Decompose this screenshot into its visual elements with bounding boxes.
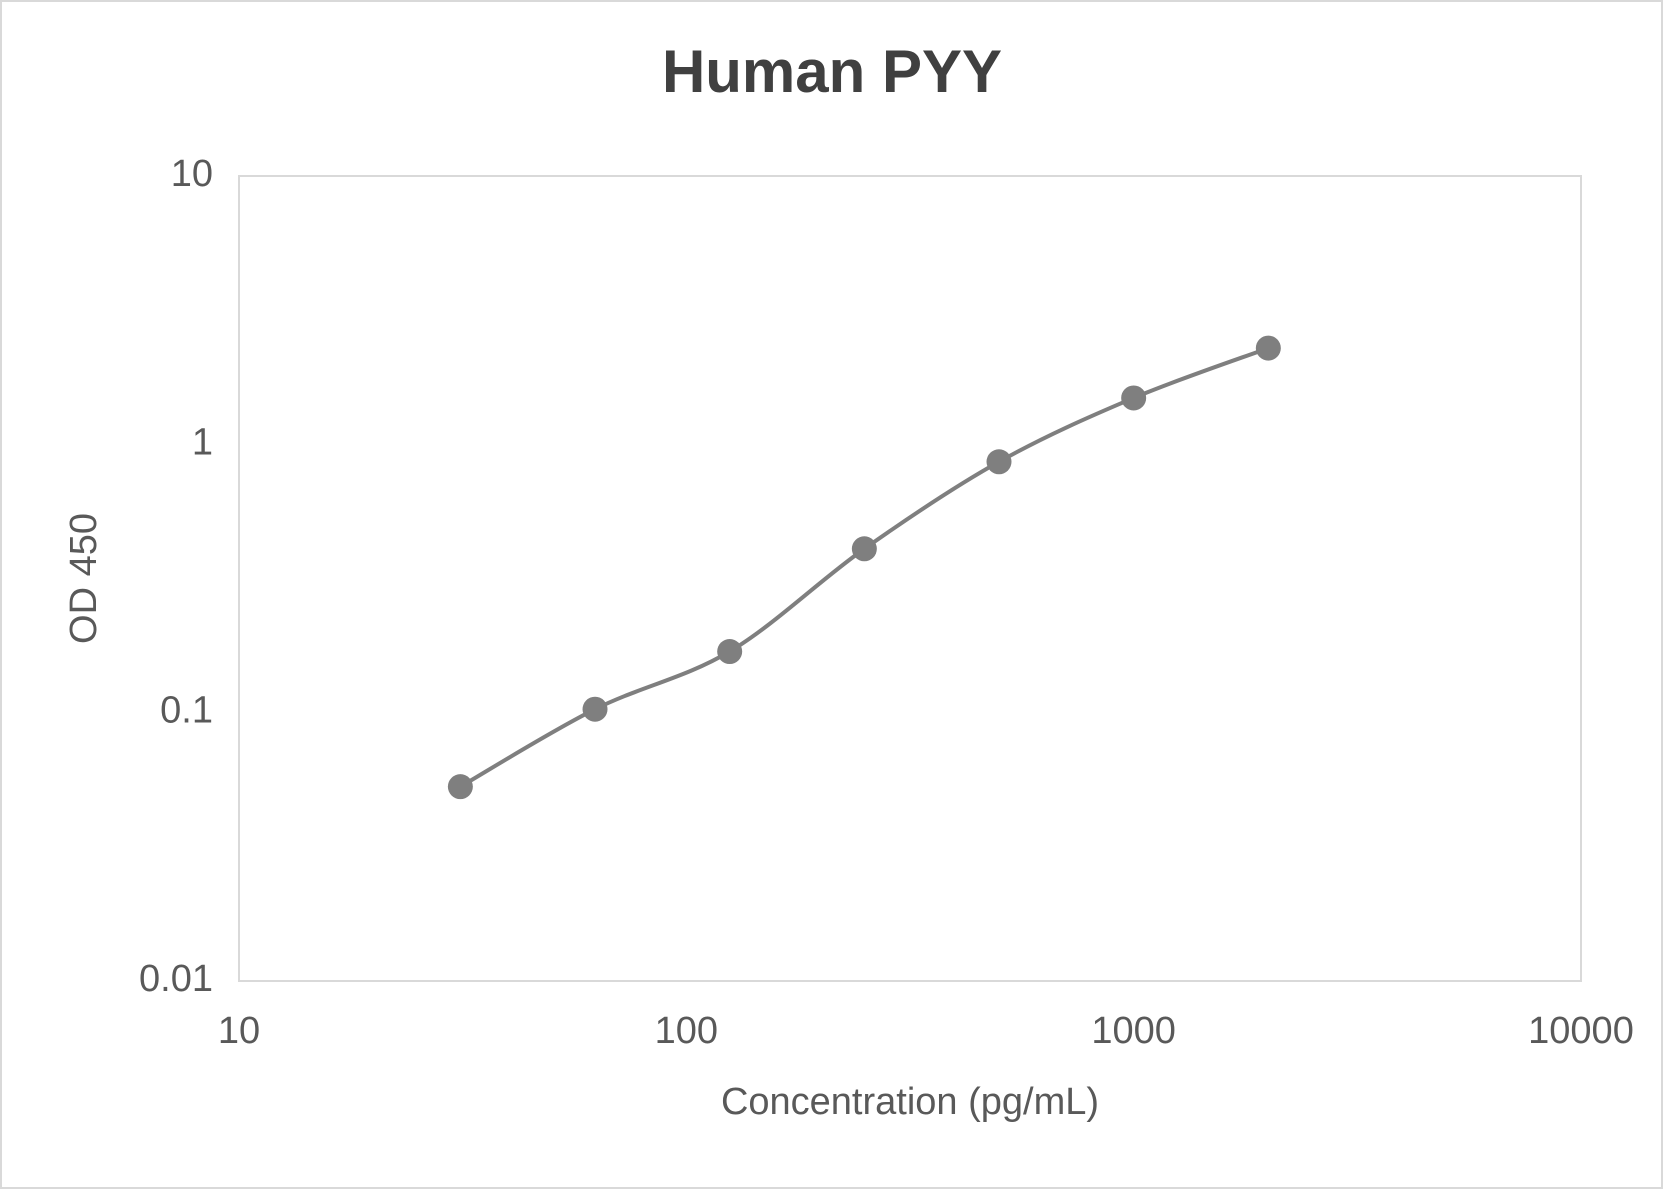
y-tick-label: 0.1 (160, 690, 213, 732)
x-tick-label: 100 (655, 1010, 718, 1052)
x-tick-label: 10000 (1528, 1010, 1634, 1052)
chart-title: Human PYY (662, 38, 1002, 105)
y-tick-label: 0.01 (139, 958, 213, 1000)
data-point (1121, 385, 1147, 411)
x-tick-label: 1000 (1091, 1010, 1176, 1052)
data-point (1255, 335, 1281, 361)
data-point (717, 639, 743, 665)
y-axis-label: OD 450 (63, 513, 105, 644)
plot-area (238, 175, 1582, 982)
y-tick-label: 1 (192, 421, 213, 463)
data-point (851, 536, 877, 562)
y-tick-label: 10 (171, 153, 213, 195)
data-point (447, 774, 473, 800)
x-tick-label: 10 (218, 1010, 260, 1052)
data-point (986, 449, 1012, 475)
data-point (582, 696, 608, 722)
x-axis-label: Concentration (pg/mL) (721, 1081, 1099, 1123)
